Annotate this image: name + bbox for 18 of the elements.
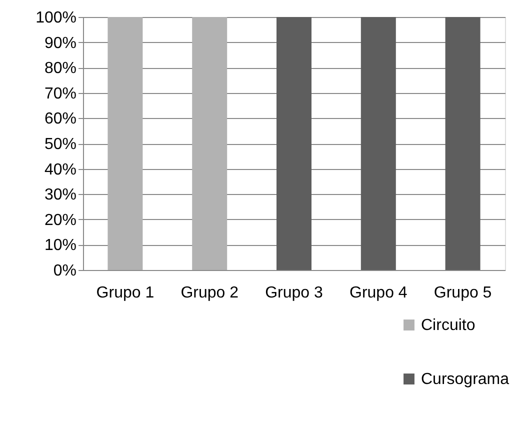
y-tick-label: 30% [44,186,76,204]
y-tick-label: 70% [44,85,76,102]
y-tick-label: 60% [44,110,76,128]
legend-label: Circuito [421,317,476,334]
y-tick-label: 100% [36,10,76,26]
x-tick-label: Grupo 4 [349,284,408,302]
x-tick-label: Grupo 5 [434,284,492,302]
y-tick-label: 80% [44,60,76,78]
x-tick-label: Grupo 1 [96,284,154,302]
y-tick-label: 20% [44,212,76,229]
x-tick-label: Grupo 2 [180,284,239,302]
y-tick-label: 50% [44,136,76,153]
legend-label: Cursograma [421,371,510,388]
y-tick-label: 0% [53,262,76,280]
y-tick-label: 90% [44,34,76,52]
y-tick-label: 40% [44,161,76,178]
x-tick-label: Grupo 3 [265,284,324,302]
y-tick-label: 10% [44,237,76,254]
